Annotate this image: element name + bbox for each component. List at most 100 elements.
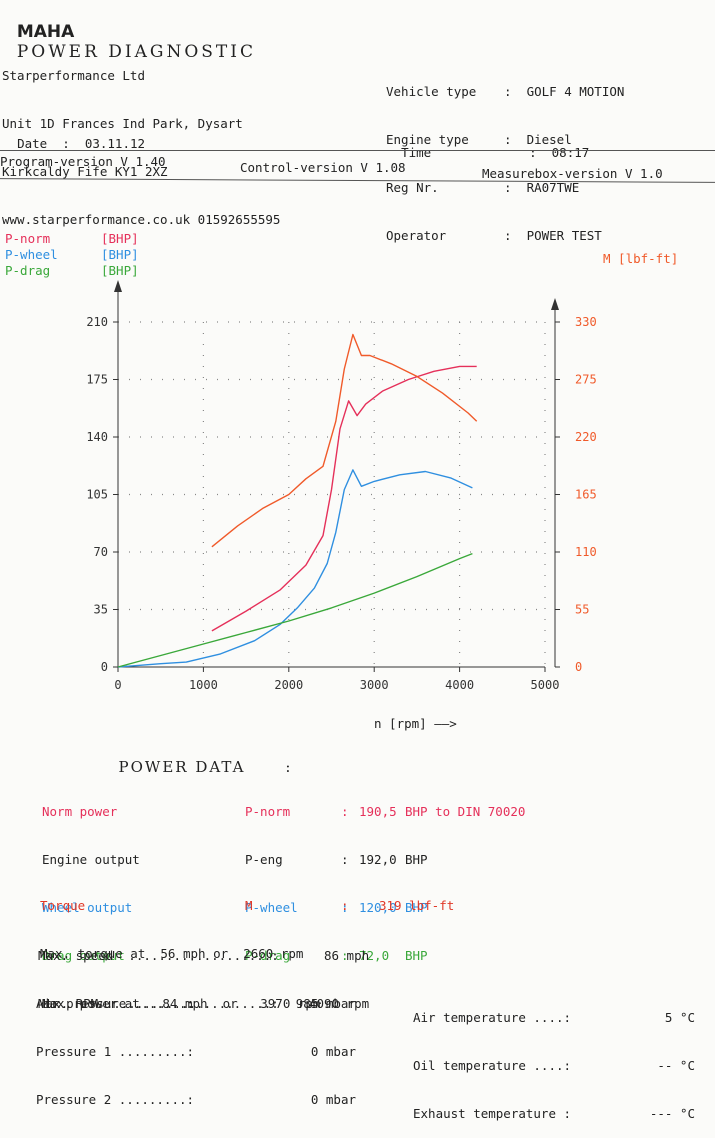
max-speed-line: Max. speed ...................: 86 mph xyxy=(38,948,370,963)
legend-item-p-drag: P-drag [BHP] xyxy=(5,263,139,278)
y-tick-label: 140 xyxy=(86,430,108,444)
y-axis-left-arrow xyxy=(114,280,122,292)
report-title: MAHA POWER DIAGNOSTIC xyxy=(0,2,256,62)
measurebox-version: Measurebox-version V 1.0 xyxy=(482,166,663,181)
engine-type-label: Engine type xyxy=(386,132,469,147)
power-row-unit: BHP xyxy=(405,852,428,867)
legend-unit-p-norm: [BHP] xyxy=(101,231,139,246)
power-row-sep: : xyxy=(341,948,349,963)
y2-tick-label: 220 xyxy=(575,430,597,444)
control-version: Control-version V 1.08 xyxy=(240,160,406,175)
max-power-line: Max. power at 84 mph or 3970 rpm xyxy=(42,996,321,1011)
max-torque-line: Max. torque at 56 mph or 2660 rpm xyxy=(40,946,304,961)
right-axis-label: M [lbf-ft] xyxy=(603,251,679,266)
power-row-value: 190,5 xyxy=(359,804,397,819)
power-row-sep: : xyxy=(341,900,349,915)
torque-block: Torque M : 319 lbf-ft Max. torque at 56 … xyxy=(40,866,454,978)
vehicle-type-value: GOLF 4 MOTION xyxy=(526,84,625,99)
power-row-unit: BHP xyxy=(405,948,428,963)
x-tick-label: 3000 xyxy=(360,678,389,692)
header-divider-top xyxy=(0,150,715,151)
legend-item-p-norm: P-norm [BHP] xyxy=(5,231,139,246)
series-line-p-drag xyxy=(117,552,473,668)
power-row-wheel: Wheel output P-wheel : 120,0 BHP xyxy=(42,900,525,916)
oil-temp-row: Oil temperature ....: -- °C xyxy=(413,1058,695,1074)
pressure1-label: Pressure 1 .........: xyxy=(36,1044,195,1059)
time-field: Time: 08:17 xyxy=(401,145,590,160)
y2-tick-label: 55 xyxy=(575,603,589,617)
oil-temp-value: -- °C xyxy=(657,1058,695,1073)
power-row-label: Wheel output xyxy=(42,900,133,915)
temperature-block: Air temperature ....: 5 °C Oil temperatur… xyxy=(413,978,695,1138)
legend-unit-p-drag: [BHP] xyxy=(101,263,139,278)
operator-value: POWER TEST xyxy=(526,228,602,243)
power-row-norm: Norm power P-norm : 190,5 BHP to DIN 700… xyxy=(42,804,525,820)
power-row-sep: : xyxy=(341,804,349,819)
x-axis-label: n [rpm] ——> xyxy=(374,716,457,731)
power-row-sep: : xyxy=(341,852,349,867)
air-pressure-label: Air pressure .......: xyxy=(36,996,195,1011)
power-row-unit: BHP xyxy=(405,900,428,915)
exhaust-temp-value: --- °C xyxy=(649,1106,695,1121)
company-line-4: www.starperformance.co.uk 01592655595 xyxy=(2,212,281,227)
reg-value: RA07TWE xyxy=(526,180,580,195)
time-value: 08:17 xyxy=(551,145,590,160)
air-pressure-value: 985 mbar xyxy=(295,996,356,1011)
vehicle-type-label: Vehicle type xyxy=(386,84,477,99)
vehicle-type-row: Vehicle type: GOLF 4 MOTION xyxy=(386,84,625,99)
date-label: Date xyxy=(17,136,48,151)
series-line-p-norm xyxy=(211,365,477,632)
company-line-2: Unit 1D Frances Ind Park, Dysart xyxy=(2,116,243,131)
reg-row: Reg Nr.: RA07TWE xyxy=(386,180,580,195)
engine-type-row: Engine type: Diesel xyxy=(386,132,572,147)
legend-name-p-wheel: P-wheel xyxy=(5,247,58,262)
program-version: Program-version V 1.40 xyxy=(0,154,166,169)
vehicle-info: Vehicle type: GOLF 4 MOTION Engine type:… xyxy=(386,52,624,260)
power-row-drag: Drag output P-drag : 72,0 BHP xyxy=(42,948,525,964)
reg-label: Reg Nr. xyxy=(386,180,439,195)
power-row-label: Norm power xyxy=(42,804,118,819)
oil-temp-label: Oil temperature ....: xyxy=(413,1058,572,1073)
pressure1-value: 0 mbar xyxy=(310,1044,356,1059)
torque-label: Torque xyxy=(40,898,86,913)
x-tick-label: 1000 xyxy=(189,678,218,692)
y-tick-label: 105 xyxy=(86,488,108,502)
pressure1-row: Pressure 1 .........: 0 mbar xyxy=(36,1044,356,1060)
report-title-text: POWER DIAGNOSTIC xyxy=(16,42,256,62)
operator-label: Operator xyxy=(386,228,447,243)
power-data-title: POWER DATA: xyxy=(105,740,292,776)
torque-row: Torque M : 319 lbf-ft xyxy=(40,898,454,914)
torque-sep: : xyxy=(341,898,349,913)
air-temp-row: Air temperature ....: 5 °C xyxy=(413,1010,695,1026)
company-address: Starperformance Ltd Unit 1D Frances Ind … xyxy=(2,36,280,244)
power-data-title-text: POWER DATA xyxy=(118,758,246,776)
x-tick-label: 2000 xyxy=(274,678,303,692)
y2-tick-label: 330 xyxy=(575,315,597,329)
y2-tick-label: 0 xyxy=(575,660,582,674)
speed-block: Max. speed ...................: 86 mph M… xyxy=(38,916,369,1028)
series-line-m xyxy=(211,333,478,548)
torque-value: 319 lbf-ft xyxy=(379,898,455,913)
pressure2-row: Pressure 2 .........: 0 mbar xyxy=(36,1092,356,1108)
y-tick-label: 210 xyxy=(86,315,108,329)
power-row-label: Drag output xyxy=(42,948,125,963)
date-value: 03.11.12 xyxy=(84,136,146,151)
y-tick-label: 70 xyxy=(94,545,108,559)
exhaust-temp-label: Exhaust temperature : xyxy=(413,1106,572,1121)
power-row-value: 120,0 xyxy=(359,900,397,915)
power-row-key: P-wheel xyxy=(245,900,298,915)
torque-key: M xyxy=(245,898,253,913)
company-line-1: Starperformance Ltd xyxy=(2,68,145,83)
legend-name-p-norm: P-norm xyxy=(5,231,51,246)
y-tick-label: 35 xyxy=(94,603,108,617)
y-tick-label: 175 xyxy=(86,373,108,387)
pressure2-value: 0 mbar xyxy=(310,1092,356,1107)
pressure-block: Air pressure .......: 985 mbar Pressure 1… xyxy=(36,964,356,1124)
air-temp-label: Air temperature ....: xyxy=(413,1010,572,1025)
company-line-3: Kirkcaldy Fife KY1 2XZ xyxy=(2,164,168,179)
y-axis-right-arrow xyxy=(551,298,559,310)
pressure2-label: Pressure 2 .........: xyxy=(36,1092,195,1107)
power-row-label: Engine output xyxy=(42,852,140,867)
time-label: Time xyxy=(401,145,432,160)
power-data-colon: : xyxy=(285,758,293,776)
